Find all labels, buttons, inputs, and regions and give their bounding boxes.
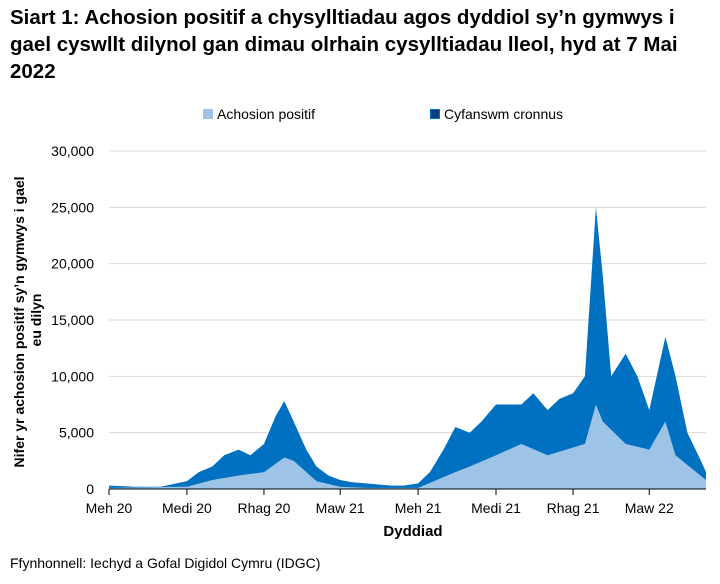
y-axis-label-line2: eu dilyn [28,294,44,347]
x-tick-label: Meh 21 [395,500,442,516]
x-axis-label: Dyddiad [383,523,442,540]
series-area-positive [109,404,706,489]
x-tick-label: Maw 22 [625,500,674,516]
series-area-total [109,207,706,490]
legend-item-positive: Achosion positif [203,106,315,122]
y-tick-label: 15,000 [51,312,94,328]
x-tick-label: Maw 21 [316,500,365,516]
y-axis-label-line1: Nifer yr achosion positif sy’n gymwys i … [11,176,27,467]
legend-item-total: Cyfanswm cronnus [430,106,563,122]
legend-label-positive: Achosion positif [217,106,316,122]
legend-swatch-total [430,109,440,119]
y-axis-label: Nifer yr achosion positif sy’n gymwys i … [11,173,44,468]
chart-title: Siart 1: Achosion positif a chysylltiada… [10,6,678,83]
y-tick-label: 0 [86,481,94,497]
x-tick-label: Medi 21 [471,500,521,516]
x-tick-label: Rhag 21 [547,500,600,516]
x-tick-label: Rhag 20 [237,500,290,516]
y-tick-label: 25,000 [51,199,94,215]
legend-label-total: Cyfanswm cronnus [444,106,564,122]
x-tick-label: Meh 20 [86,500,133,516]
y-tick-label: 10,000 [51,368,94,384]
legend-swatch-positive [203,109,213,119]
y-tick-label: 30,000 [51,143,94,159]
y-tick-label: 20,000 [51,256,94,272]
y-tick-label: 5,000 [59,425,94,441]
source-note: Ffynhonnell: Iechyd a Gofal Digidol Cymr… [10,555,321,571]
x-tick-label: Medi 20 [162,500,212,516]
